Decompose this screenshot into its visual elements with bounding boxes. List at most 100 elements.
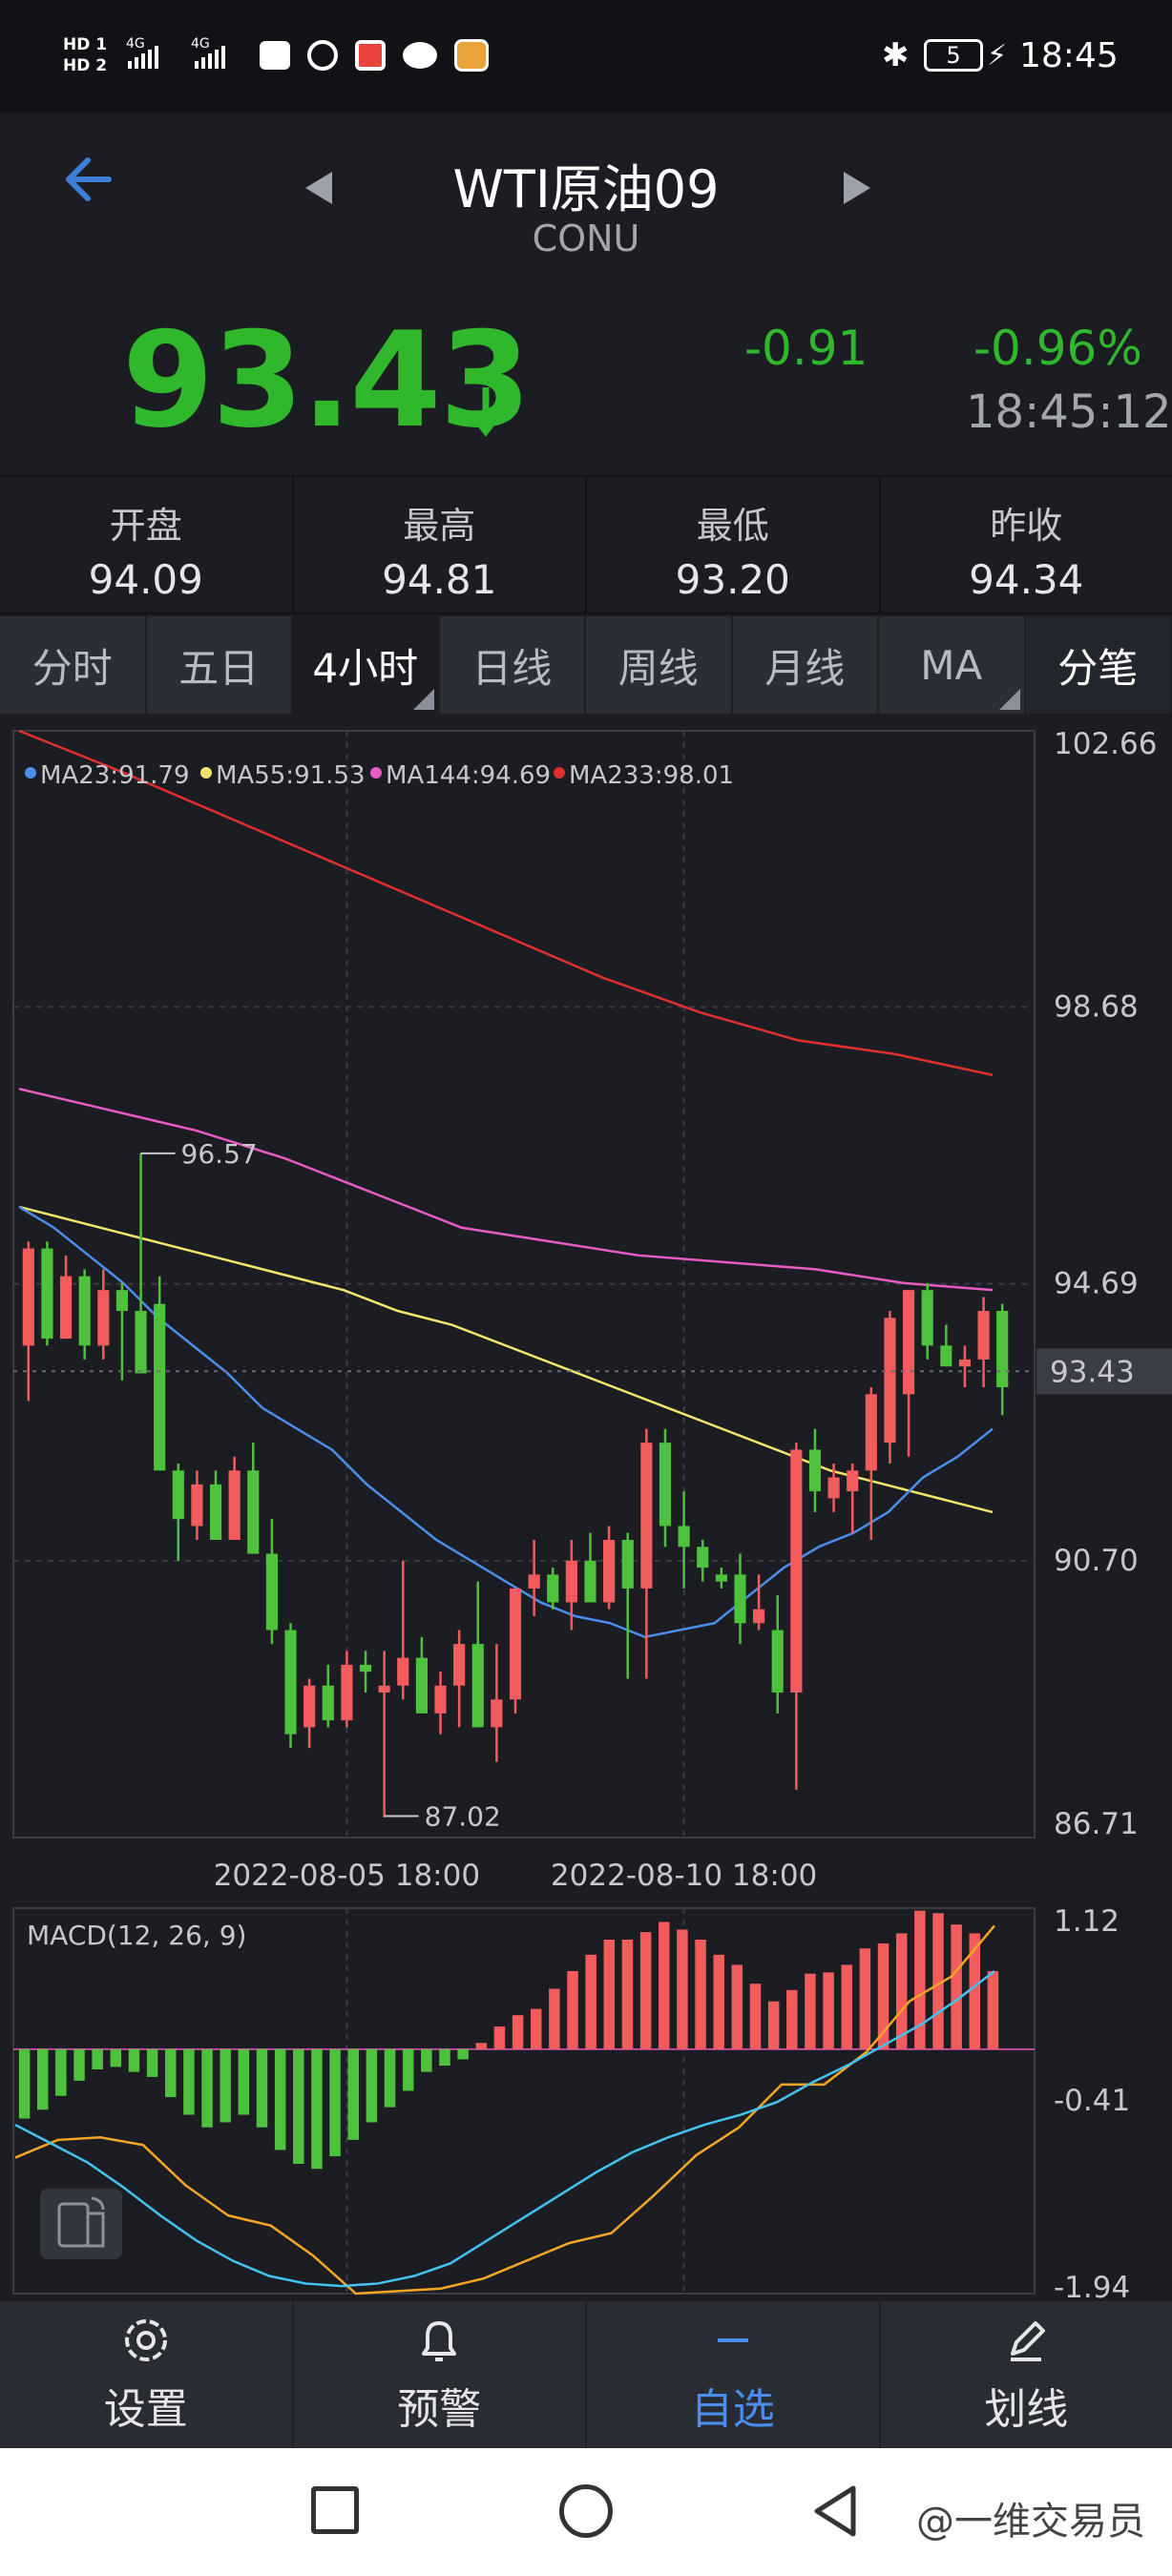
candle-body (659, 1443, 672, 1527)
macd-histogram-bar (18, 2048, 31, 2119)
settings-label: 设置 (103, 2385, 188, 2434)
stat-label: 开盘 (109, 505, 182, 547)
tab-ticks[interactable]: 分笔 (1025, 616, 1172, 714)
candle-body (247, 1470, 260, 1554)
triangle-right-icon (844, 172, 870, 204)
bottom-toolbar: 设置 预警 自选 划线 (0, 2301, 1172, 2448)
tab-five-day[interactable]: 五日 (147, 616, 293, 714)
candle-body (59, 1276, 73, 1340)
back-button[interactable] (57, 151, 124, 208)
tab-daily[interactable]: 日线 (440, 616, 586, 714)
last-price: 93.43 (122, 303, 532, 457)
macd-histogram-bar (895, 1933, 908, 2049)
candle-body (228, 1470, 241, 1540)
candle-body (115, 1290, 129, 1311)
status-bar: HD 1 HD 2 4G 4G ✱ 5 ⚡ 18:45 (0, 0, 1172, 113)
candle-body (621, 1540, 634, 1589)
candle-body (341, 1664, 353, 1721)
tab-ma[interactable]: MA (879, 616, 1026, 714)
chart-canvas[interactable]: 102.66 98.68 94.69 90.70 86.71 2022-08-05 18:… (0, 716, 1172, 2305)
candle-body (771, 1630, 784, 1693)
candle-body (97, 1290, 110, 1346)
macd-histogram-bar (256, 2048, 268, 2128)
macd-histogram-bar (55, 2048, 67, 2096)
candle-body (78, 1276, 91, 1346)
stat-value: 93.20 (675, 556, 790, 603)
mail-icon (260, 41, 290, 70)
macd-histogram-bar (677, 1929, 688, 2049)
macd-y-tick-label: -1.94 (1054, 2271, 1130, 2299)
macd-histogram-bar (767, 2001, 780, 2049)
macd-histogram-bar (659, 1922, 670, 2049)
candle-body (697, 1547, 709, 1568)
legend-label: MA144:94.69 (386, 761, 551, 790)
candle-body (847, 1470, 859, 1492)
macd-histogram-bar (786, 1989, 798, 2049)
arrow-down-icon (470, 387, 502, 437)
candle-body (528, 1574, 540, 1589)
recents-button[interactable] (311, 2486, 359, 2534)
y-tick-label: 102.66 (1054, 727, 1157, 761)
dual-sim-indicator: HD 1 HD 2 (63, 29, 107, 82)
chat-icon (403, 42, 437, 69)
legend-label: MA233:98.01 (569, 761, 734, 790)
candle-body (453, 1644, 466, 1686)
alert-button[interactable]: 预警 (294, 2301, 587, 2448)
candle-body (884, 1318, 896, 1444)
stat-low: 最低 93.20 (587, 477, 881, 613)
macd-histogram-bar (805, 1973, 816, 2049)
candle-body (734, 1574, 746, 1624)
current-price-label: 93.43 (1050, 1355, 1135, 1389)
next-instrument-button[interactable] (842, 172, 872, 208)
quote-panel: 93.43 -0.91 -0.96% 18:45:12 (0, 279, 1172, 469)
x-tick-label: 2022-08-05 18:00 (214, 1859, 480, 1893)
macd-histogram-bar (493, 2026, 506, 2049)
watchlist-button[interactable]: 自选 (587, 2301, 881, 2448)
legend-dot (370, 767, 382, 779)
macd-histogram-bar (639, 1932, 652, 2049)
macd-histogram-bar (859, 1948, 871, 2049)
candle-body (977, 1311, 990, 1360)
tab-4h[interactable]: 4小时 (293, 616, 440, 714)
stat-value: 94.81 (382, 556, 497, 603)
indicator-toggle-button[interactable] (40, 2189, 122, 2259)
candle-body (41, 1248, 53, 1340)
candle-body (902, 1290, 915, 1395)
candle-body (471, 1644, 484, 1728)
bluetooth-icon: ✱ (882, 36, 910, 74)
candle-body (265, 1553, 278, 1631)
tab-ma-label: MA (920, 641, 983, 689)
draw-line-button[interactable]: 划线 (881, 2301, 1172, 2448)
signal-icon: 4G 4G (126, 29, 269, 82)
candle-body (678, 1526, 690, 1548)
minus-icon (717, 2338, 748, 2342)
macd-histogram-bar (749, 1984, 762, 2049)
instrument-header: WTI原油09 CONU (0, 113, 1172, 277)
stat-value: 94.09 (88, 556, 203, 603)
candle-body (790, 1449, 803, 1693)
high-annotation: 96.57 (181, 1138, 258, 1170)
candle-body (322, 1685, 334, 1721)
settings-button[interactable]: 设置 (0, 2301, 294, 2448)
macd-histogram-bar (987, 1971, 999, 2049)
price-change-pct: -0.96% (973, 321, 1142, 376)
tab-weekly[interactable]: 周线 (586, 616, 733, 714)
tab-monthly[interactable]: 月线 (733, 616, 879, 714)
tab-intraday[interactable]: 分时 (0, 616, 147, 714)
macd-histogram-bar (201, 2048, 213, 2128)
macd-histogram-bar (969, 1933, 981, 2049)
net1-label: 4G (126, 36, 145, 52)
home-button[interactable] (559, 2484, 613, 2538)
net2-label: 4G (191, 36, 210, 52)
macd-dif-line (14, 1970, 995, 2288)
candle-body (135, 1311, 147, 1374)
system-navigation-bar: @一维交易员 (0, 2448, 1172, 2576)
macd-histogram-bar (220, 2048, 231, 2123)
macd-histogram-bar (457, 2048, 469, 2060)
prev-instrument-button[interactable] (303, 172, 334, 208)
charging-icon: ⚡ (987, 38, 1008, 73)
weibo-icon (454, 39, 489, 72)
back-triangle-icon[interactable] (811, 2484, 859, 2538)
candle-body (958, 1359, 972, 1367)
chart-area[interactable]: 102.66 98.68 94.69 90.70 86.71 2022-08-05 18:… (0, 716, 1172, 2305)
